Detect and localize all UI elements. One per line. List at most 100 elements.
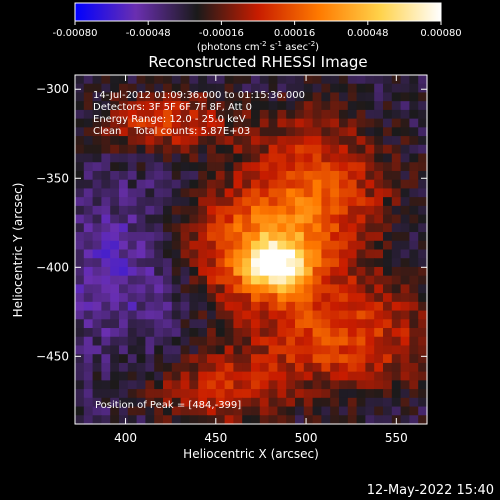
heatmap-cell <box>356 240 366 251</box>
heatmap-cell <box>233 266 243 277</box>
heatmap-cell <box>391 380 402 390</box>
heatmap-cell <box>365 371 375 381</box>
heatmap-cell <box>251 232 261 242</box>
heatmap-cell <box>224 214 234 224</box>
heatmap-cell <box>259 240 270 251</box>
heatmap-cell <box>171 328 182 338</box>
heatmap-cell <box>136 380 146 390</box>
heatmap-cell <box>383 389 393 399</box>
heatmap-cell <box>233 301 243 312</box>
heatmap-cell <box>83 310 94 320</box>
heatmap-cell <box>347 127 358 137</box>
heatmap-cell <box>127 232 138 242</box>
heatmap-cell <box>321 109 331 120</box>
heatmap-cell <box>259 415 270 425</box>
heatmap-cell <box>189 162 199 172</box>
heatmap-cell <box>365 75 375 85</box>
heatmap-cell <box>286 319 296 329</box>
heatmap-cell <box>215 232 226 242</box>
heatmap-cell <box>136 345 146 355</box>
heatmap-cell <box>75 275 85 285</box>
heatmap-cell <box>119 397 129 408</box>
heatmap-cell <box>224 179 234 190</box>
heatmap-cell <box>75 371 85 381</box>
heatmap-cell <box>119 301 129 312</box>
heatmap-cell <box>180 258 190 268</box>
heatmap-cell <box>83 144 94 155</box>
heatmap-cell <box>409 179 419 190</box>
heatmap-cell <box>418 127 428 137</box>
heatmap-cell <box>356 301 366 312</box>
heatmap-cell <box>145 293 155 303</box>
heatmap-cell <box>330 127 340 137</box>
heatmap-cell <box>136 179 146 190</box>
heatmap-cell <box>259 371 270 381</box>
colorbar-tick-label: 0.00016 <box>274 28 315 39</box>
heatmap-cell <box>251 144 261 155</box>
heatmap-cell <box>277 127 287 137</box>
heatmap-cell <box>383 258 393 268</box>
heatmap-cell <box>383 188 393 198</box>
heatmap-cell <box>321 275 331 285</box>
heatmap-cell <box>136 249 146 259</box>
heatmap-cell <box>339 136 349 146</box>
heatmap-cell <box>242 345 252 355</box>
heatmap-cell <box>356 406 366 416</box>
heatmap-cell <box>312 109 322 120</box>
heatmap-cell <box>312 118 322 128</box>
heatmap-cell <box>277 310 287 320</box>
heatmap-cell <box>233 75 243 85</box>
heatmap-cell <box>374 188 384 198</box>
heatmap-cell <box>92 232 102 242</box>
heatmap-cell <box>198 275 208 285</box>
heatmap-cell <box>154 310 164 320</box>
heatmap-cell <box>356 136 366 146</box>
heatmap-cell <box>119 275 129 285</box>
heatmap-cell <box>400 380 410 390</box>
annotation-block: 14-Jul-2012 01:09:36.000 to 01:15:36.000… <box>93 90 305 137</box>
heatmap-cell <box>233 214 243 224</box>
heatmap-cell <box>75 83 85 94</box>
heatmap-cell <box>347 371 358 381</box>
heatmap-cell <box>224 205 234 216</box>
heatmap-cell <box>400 153 410 163</box>
heatmap-cell <box>171 406 182 416</box>
heatmap-cell <box>127 75 138 85</box>
heatmap-cell <box>198 109 208 120</box>
heatmap-cell <box>233 389 243 399</box>
heatmap-cell <box>127 162 138 172</box>
heatmap-cell <box>303 354 314 364</box>
heatmap-cell <box>365 275 375 285</box>
heatmap-cell <box>119 293 129 303</box>
heatmap-cell <box>312 319 322 329</box>
heatmap-cell <box>83 336 94 347</box>
heatmap-cell <box>418 362 428 373</box>
heatmap-cell <box>251 127 261 137</box>
heatmap-cell <box>312 249 322 259</box>
heatmap-cell <box>119 336 129 347</box>
heatmap-cell <box>374 319 384 329</box>
heatmap-cell <box>330 345 340 355</box>
heatmap-cell <box>110 301 120 312</box>
heatmap-cell <box>75 328 85 338</box>
heatmap-cell <box>83 275 94 285</box>
heatmap-cell <box>180 127 190 137</box>
heatmap-cell <box>92 162 102 172</box>
heatmap-cell <box>92 293 102 303</box>
heatmap-cell <box>268 354 278 364</box>
heatmap-cell <box>110 249 120 259</box>
heatmap-cell <box>330 197 340 207</box>
heatmap-cell <box>356 310 366 320</box>
heatmap-cell <box>286 249 296 259</box>
heatmap-cell <box>286 188 296 198</box>
heatmap-cell <box>207 214 217 224</box>
heatmap-cell <box>277 258 287 268</box>
heatmap-cell <box>277 188 287 198</box>
heatmap-cell <box>303 136 314 146</box>
heatmap-cell <box>347 118 358 128</box>
heatmap-cell <box>339 345 349 355</box>
heatmap-cell <box>339 109 349 120</box>
heatmap-cell <box>321 153 331 163</box>
heatmap-cell <box>339 266 349 277</box>
heatmap-cell <box>110 275 120 285</box>
